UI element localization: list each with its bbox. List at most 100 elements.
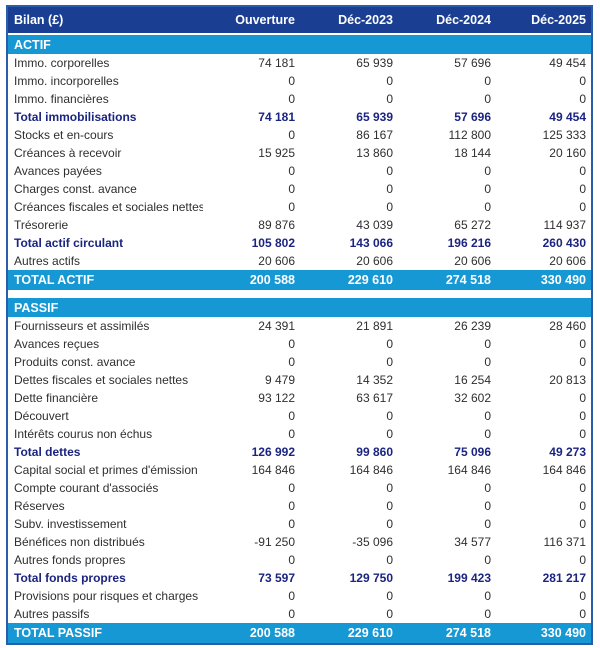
row-value: 63 617	[356, 391, 393, 405]
total-value: 229 610	[347, 626, 393, 640]
table-row: Réserves 0 0 0 0	[8, 497, 591, 515]
row-value: 0	[386, 589, 393, 603]
table-row: Total actif circulant 105 802 143 066 196 2…	[8, 234, 591, 252]
row-value: 125 333	[542, 128, 586, 142]
column-header: Déc-2025	[531, 13, 586, 27]
row-value: 57 696	[454, 56, 491, 70]
row-value: 0	[579, 517, 586, 531]
row-value: 0	[288, 409, 295, 423]
row-value: 0	[288, 182, 295, 196]
table-row: Total immobilisations 74 181 65 939 57 696 4…	[8, 108, 591, 126]
row-value: 112 800	[448, 128, 492, 142]
row-value: 20 606	[549, 254, 586, 268]
table-row: Dettes fiscales et sociales nettes 9 479 1…	[8, 371, 591, 389]
total-label: TOTAL PASSIF	[14, 626, 102, 640]
row-value: 0	[386, 164, 393, 178]
row-label: Créances à recevoir	[14, 146, 122, 160]
row-value: 26 239	[454, 319, 491, 333]
section-gap	[8, 290, 591, 298]
row-label: Réserves	[14, 499, 65, 513]
row-value: 49 454	[549, 56, 586, 70]
row-value: 0	[386, 74, 393, 88]
row-value: 65 272	[454, 218, 491, 232]
row-value: 20 606	[258, 254, 295, 268]
section-header-passif: PASSIF	[8, 298, 591, 317]
row-value: 34 577	[454, 535, 491, 549]
row-value: 49 454	[549, 110, 586, 124]
row-value: 0	[484, 427, 491, 441]
total-value: 330 490	[540, 626, 586, 640]
row-value: 0	[579, 427, 586, 441]
row-label: Découvert	[14, 409, 69, 423]
row-value: 0	[484, 74, 491, 88]
total-row-passif: TOTAL PASSIF 200 588 229 610 274 518 330 490	[8, 623, 591, 643]
row-value: 86 167	[356, 128, 393, 142]
row-value: 20 160	[549, 146, 586, 160]
row-value: 89 876	[258, 218, 295, 232]
row-label: Immo. incorporelles	[14, 74, 119, 88]
row-value: 143 066	[349, 236, 393, 250]
row-value: 0	[484, 92, 491, 106]
row-value: 65 939	[356, 56, 393, 70]
row-label: Charges const. avance	[14, 182, 137, 196]
row-label: Dettes fiscales et sociales nettes	[14, 373, 189, 387]
row-value: 0	[386, 499, 393, 513]
table-row: Capital social et primes d'émission 164 8…	[8, 461, 591, 479]
row-value: 0	[484, 182, 491, 196]
bilan-table: Bilan (£) Ouverture Déc-2023 Déc-2024 Déc-2…	[6, 5, 593, 645]
table-row: Compte courant d'associés 0 0 0 0	[8, 479, 591, 497]
row-value: 0	[288, 355, 295, 369]
row-value: 20 606	[454, 254, 491, 268]
total-value: 274 518	[445, 273, 491, 287]
row-label: Créances fiscales et sociales nettes	[14, 200, 203, 214]
row-label: Autres passifs	[14, 607, 90, 621]
row-label: Total actif circulant	[14, 236, 124, 250]
section-title: PASSIF	[14, 300, 59, 315]
row-label: Intérêts courus non échus	[14, 427, 153, 441]
row-value: 0	[386, 481, 393, 495]
table-row: Trésorerie 89 876 43 039 65 272 114 937	[8, 216, 591, 234]
row-value: 0	[386, 92, 393, 106]
row-value: 0	[579, 74, 586, 88]
row-value: 0	[484, 517, 491, 531]
total-value: 330 490	[540, 273, 586, 287]
row-label: Produits const. avance	[14, 355, 136, 369]
row-value: 0	[484, 337, 491, 351]
row-value: 32 602	[454, 391, 491, 405]
row-value: 196 216	[447, 236, 491, 250]
row-label: Avances payées	[14, 164, 102, 178]
row-label: Fournisseurs et assimilés	[14, 319, 150, 333]
row-value: 24 391	[258, 319, 295, 333]
row-value: 0	[484, 200, 491, 214]
total-value: 229 610	[347, 273, 393, 287]
row-value: 0	[484, 553, 491, 567]
row-label: Capital social et primes d'émission	[14, 463, 198, 477]
table-row: Total fonds propres 73 597 129 750 199 423 2…	[8, 569, 591, 587]
row-value: 0	[579, 607, 586, 621]
total-label: TOTAL ACTIF	[14, 273, 95, 287]
row-value: 9 479	[264, 373, 295, 387]
row-value: 0	[386, 337, 393, 351]
row-value: 18 144	[454, 146, 491, 160]
total-value: 274 518	[445, 626, 491, 640]
row-label: Avances reçues	[14, 337, 100, 351]
total-value: 200 588	[249, 626, 295, 640]
row-value: 0	[288, 164, 295, 178]
row-label: Autres fonds propres	[14, 553, 126, 567]
row-value: 57 696	[454, 110, 491, 124]
row-label: Subv. investissement	[14, 517, 127, 531]
row-value: 0	[386, 409, 393, 423]
row-value: 126 992	[251, 445, 295, 459]
row-value: 16 254	[454, 373, 491, 387]
row-value: 0	[484, 355, 491, 369]
row-value: 0	[288, 553, 295, 567]
row-value: 0	[288, 427, 295, 441]
row-value: 0	[386, 200, 393, 214]
row-label: Trésorerie	[14, 218, 69, 232]
row-value: 0	[386, 355, 393, 369]
row-label: Dette financière	[14, 391, 99, 405]
row-value: 75 096	[454, 445, 491, 459]
row-value: 15 925	[258, 146, 295, 160]
row-value: 20 606	[356, 254, 393, 268]
row-value: 0	[484, 164, 491, 178]
